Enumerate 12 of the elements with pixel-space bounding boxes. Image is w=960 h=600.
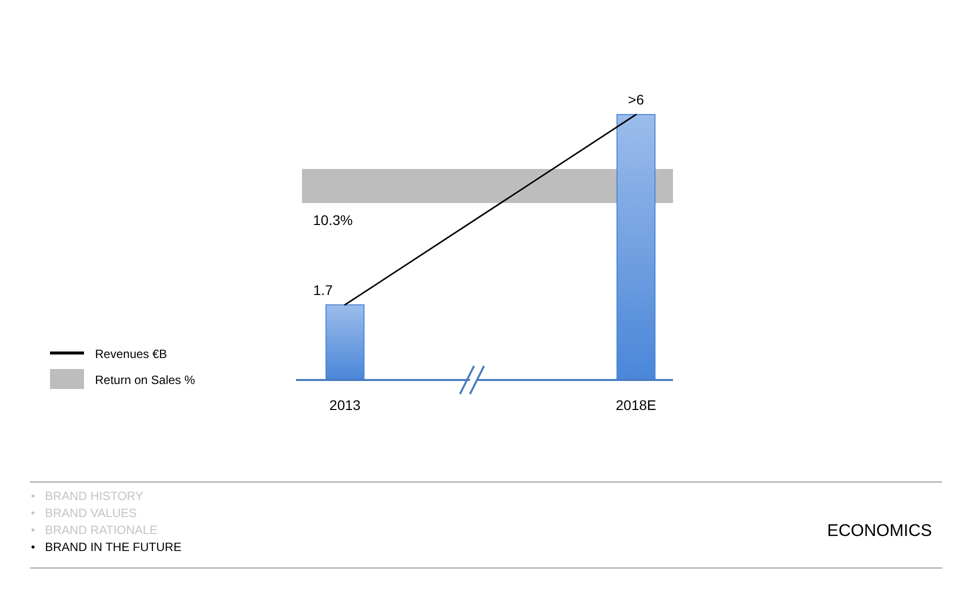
legend-label: Return on Sales % bbox=[95, 373, 196, 387]
data-label: >6 bbox=[628, 92, 644, 108]
text: BRAND IN THE FUTURE bbox=[45, 540, 182, 554]
text: BRAND VALUES bbox=[45, 506, 137, 520]
data-label: 1.7 bbox=[313, 282, 333, 298]
x-tick-label: 2013 bbox=[329, 397, 361, 413]
text: BRAND HISTORY bbox=[45, 489, 144, 503]
x-tick-label: 2018E bbox=[616, 397, 656, 413]
legend-label: Revenues €B bbox=[95, 347, 168, 361]
annotation: 10.3% bbox=[313, 212, 353, 228]
text: ECONOMICS bbox=[827, 521, 932, 540]
text: BRAND RATIONALE bbox=[45, 523, 158, 537]
